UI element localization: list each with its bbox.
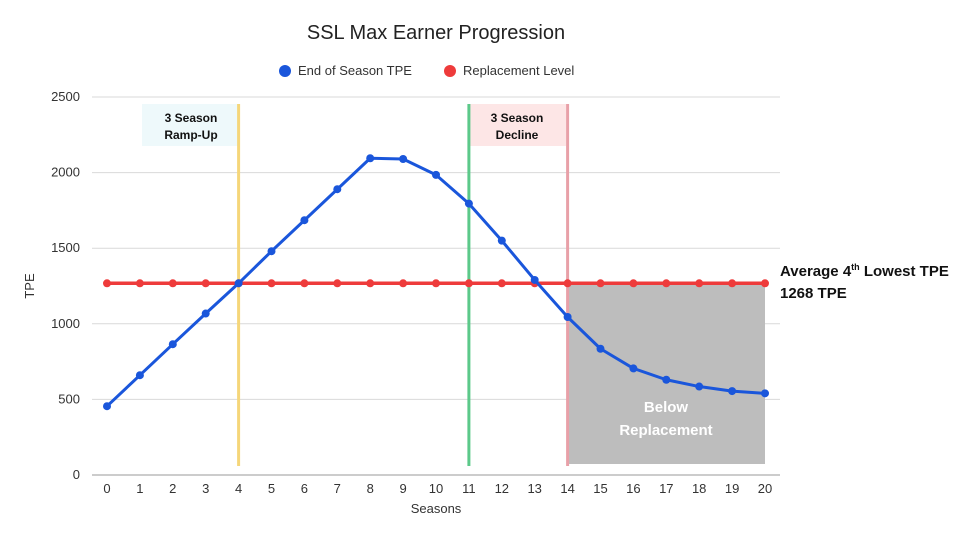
x-tick-10: 10 [429,481,443,496]
x-tick-14: 14 [560,481,574,496]
y-axis-ticks: 0 500 1000 1500 2000 2500 [51,89,80,482]
point-end-of-season-tpe-19 [728,387,737,396]
x-tick-11: 11 [462,481,476,496]
point-replacement-level-11 [464,279,473,288]
x-tick-12: 12 [495,481,509,496]
decline-label-line1: 3 Season [491,111,544,125]
point-end-of-season-tpe-0 [103,402,111,411]
point-replacement-level-17 [662,279,671,288]
point-replacement-level-15 [596,279,605,288]
chart-title: SSL Max Earner Progression [307,22,565,44]
point-replacement-level-7 [333,279,342,288]
point-end-of-season-tpe-2 [168,340,177,349]
legend: End of Season TPE Replacement Level [279,63,574,78]
point-replacement-level-18 [695,279,704,288]
point-replacement-level-16 [629,279,638,288]
annotation-backgrounds [142,104,765,466]
point-replacement-level-3 [201,279,210,288]
x-axis-label: Seasons [411,501,462,516]
point-end-of-season-tpe-13 [530,275,539,284]
y-axis-label: TPE [22,273,37,299]
legend-label-end-of-season-tpe: End of Season TPE [298,63,412,78]
point-replacement-level-12 [497,279,506,288]
series [103,154,769,411]
point-replacement-level-19 [728,279,737,288]
point-end-of-season-tpe-17 [662,375,671,384]
point-replacement-level-9 [399,279,408,288]
point-end-of-season-tpe-11 [464,199,473,208]
y-tick-500: 500 [58,391,80,406]
point-replacement-level-5 [267,279,276,288]
x-tick-5: 5 [268,481,275,496]
point-end-of-season-tpe-1 [135,371,144,380]
point-end-of-season-tpe-4 [234,279,243,288]
point-end-of-season-tpe-18 [695,382,704,391]
legend-swatch-replacement-level [444,65,456,77]
point-end-of-season-tpe-7 [333,185,342,194]
average-note-line1: Average 4th Lowest TPE [780,262,949,281]
x-tick-19: 19 [725,481,739,496]
y-tick-2000: 2000 [51,165,80,180]
rampup-annotation: 3 Season Ramp-Up [164,111,217,142]
legend-label-replacement-level: Replacement Level [463,63,574,78]
average-note: Average 4th Lowest TPE 1268 TPE [780,261,964,305]
point-replacement-level-2 [168,279,177,288]
rampup-label-line2: Ramp-Up [164,128,217,142]
point-end-of-season-tpe-12 [497,236,506,245]
y-tick-1000: 1000 [51,316,80,331]
point-end-of-season-tpe-8 [366,154,375,163]
point-end-of-season-tpe-5 [267,247,276,256]
point-end-of-season-tpe-16 [629,364,638,373]
point-end-of-season-tpe-14 [563,312,572,321]
decline-label-line2: Decline [496,128,539,142]
y-tick-1500: 1500 [51,240,80,255]
point-replacement-level-10 [432,279,440,288]
x-tick-3: 3 [202,481,209,496]
x-tick-17: 17 [659,481,673,496]
below-label-line1: Below [644,399,689,416]
point-replacement-level-1 [135,279,144,288]
point-end-of-season-tpe-6 [300,216,309,225]
point-end-of-season-tpe-15 [596,344,605,353]
point-replacement-level-14 [563,279,572,288]
x-tick-1: 1 [136,481,143,496]
point-replacement-level-0 [103,279,111,288]
x-tick-13: 13 [527,481,541,496]
point-end-of-season-tpe-9 [399,154,408,163]
legend-swatch-end-of-season-tpe [279,65,291,77]
x-tick-6: 6 [301,481,308,496]
y-tick-2500: 2500 [51,89,80,104]
x-tick-20: 20 [758,481,772,496]
x-tick-8: 8 [367,481,374,496]
x-tick-15: 15 [593,481,607,496]
x-tick-16: 16 [626,481,640,496]
rampup-box [142,104,239,146]
y-tick-0: 0 [73,467,80,482]
x-axis-ticks: 0 1 2 3 4 5 6 7 8 9 10 11 12 13 14 15 16 17 18 19 20 [103,481,772,496]
below-replacement-region [567,283,765,464]
point-replacement-level-6 [300,279,309,288]
below-replacement-annotation: Below Replacement [619,399,712,439]
average-note-line2: 1268 TPE [780,285,847,302]
below-label-line2: Replacement [619,422,712,439]
point-end-of-season-tpe-3 [201,309,210,318]
point-end-of-season-tpe-20 [761,389,769,398]
point-end-of-season-tpe-10 [432,170,440,179]
x-tick-9: 9 [399,481,406,496]
decline-annotation: 3 Season Decline [491,111,544,142]
point-replacement-level-20 [761,279,769,288]
x-tick-4: 4 [235,481,242,496]
decline-box [470,104,566,146]
rampup-label-line1: 3 Season [165,111,218,125]
point-replacement-level-8 [366,279,375,288]
x-tick-2: 2 [169,481,176,496]
x-tick-7: 7 [334,481,341,496]
x-tick-18: 18 [692,481,706,496]
x-tick-0: 0 [103,481,110,496]
